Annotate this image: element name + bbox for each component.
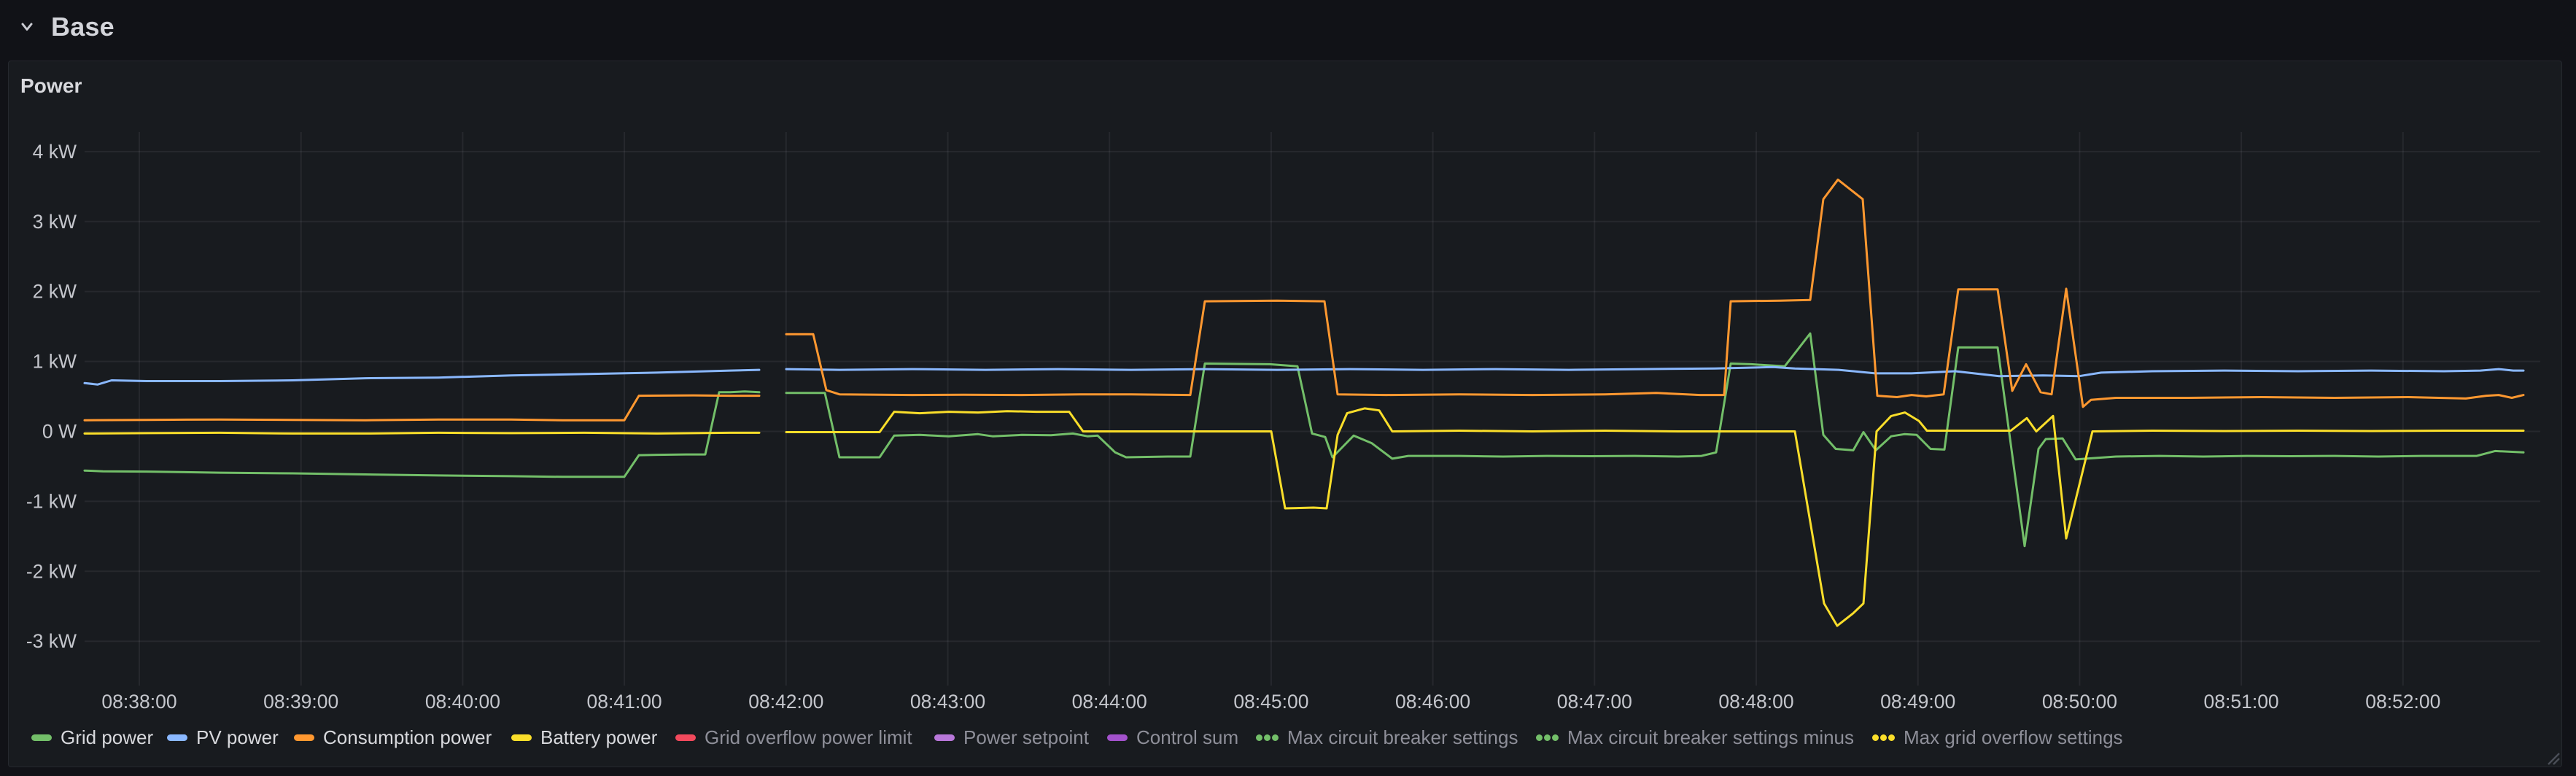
svg-text:08:41:00: 08:41:00 [587,691,662,713]
svg-text:08:46:00: 08:46:00 [1395,691,1470,713]
svg-text:08:43:00: 08:43:00 [910,691,985,713]
svg-text:08:39:00: 08:39:00 [263,691,338,713]
svg-text:08:44:00: 08:44:00 [1072,691,1147,713]
svg-text:08:45:00: 08:45:00 [1233,691,1308,713]
svg-text:08:48:00: 08:48:00 [1718,691,1793,713]
svg-text:08:49:00: 08:49:00 [1880,691,1955,713]
svg-text:08:52:00: 08:52:00 [2365,691,2440,713]
svg-text:-2 kW: -2 kW [26,560,77,582]
svg-text:08:47:00: 08:47:00 [1557,691,1632,713]
svg-text:08:38:00: 08:38:00 [101,691,176,713]
svg-text:3 kW: 3 kW [33,211,77,233]
svg-text:0 W: 0 W [42,421,77,443]
svg-text:-1 kW: -1 kW [26,490,77,512]
svg-text:4 kW: 4 kW [33,141,77,163]
svg-text:08:42:00: 08:42:00 [748,691,823,713]
svg-text:08:51:00: 08:51:00 [2204,691,2279,713]
svg-text:-3 kW: -3 kW [26,630,77,652]
svg-text:2 kW: 2 kW [33,281,77,303]
svg-text:08:40:00: 08:40:00 [425,691,500,713]
svg-text:08:50:00: 08:50:00 [2042,691,2117,713]
svg-text:1 kW: 1 kW [33,351,77,373]
